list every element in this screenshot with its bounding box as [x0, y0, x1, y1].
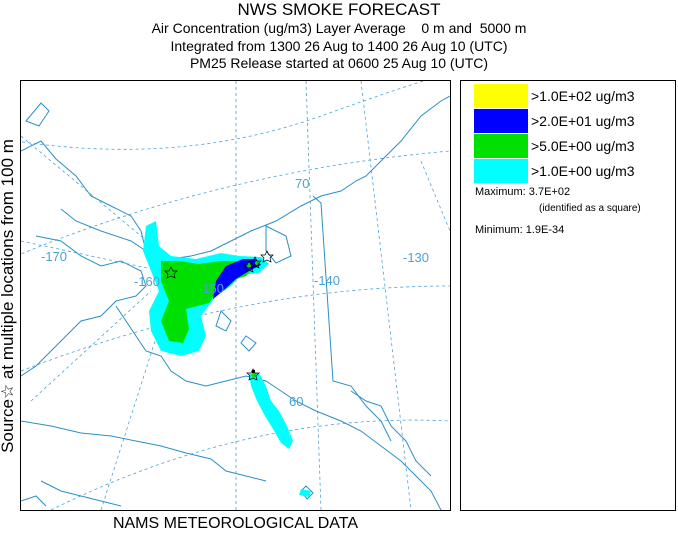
smoke-plume-main — [143, 221, 269, 356]
legend-label: >1.0E+02 ug/m3 — [531, 88, 635, 104]
source-star-icon — [242, 260, 256, 273]
lat-line — [21, 81, 425, 150]
source-star-icon — [246, 368, 260, 381]
legend-label: >2.0E+01 ug/m3 — [531, 113, 635, 129]
coastline — [21, 95, 450, 510]
lat-line — [50, 419, 450, 510]
source-side-label-text: Source☆ at multiple locations from 100 m — [0, 139, 17, 453]
map-canvas — [21, 81, 450, 510]
fire-source-markers — [164, 250, 274, 381]
lon-label-140: -140 — [314, 273, 341, 288]
maximum-square-marker — [252, 370, 255, 373]
maximum-note: (identified as a square) — [539, 203, 641, 214]
legend-swatch — [474, 134, 528, 158]
legend-label: >1.0E+00 ug/m3 — [531, 163, 635, 179]
source-star-icon — [164, 266, 178, 279]
lon-label-150: -150 — [198, 281, 225, 296]
met-data-footer: NAMS METEOROLOGICAL DATA — [112, 515, 359, 532]
forecast-title: NWS SMOKE FORECAST — [237, 0, 441, 19]
legend-item: >1.0E+00 ug/m3 — [474, 159, 674, 183]
lat-line — [21, 285, 450, 372]
lon-line — [360, 81, 412, 510]
lon-line — [305, 81, 322, 510]
legend-swatch — [474, 84, 528, 108]
legend-swatch — [474, 109, 528, 133]
maximum-value: Maximum: 3.7E+02 — [475, 186, 571, 198]
minimum-value: Minimum: 1.9E-34 — [475, 224, 565, 236]
release-info: PM25 Release started at 0600 25 Aug 10 (… — [189, 55, 489, 71]
source-side-label: Source☆ at multiple locations from 100 m — [0, 80, 18, 512]
legend-item: >2.0E+01 ug/m3 — [474, 109, 674, 133]
lat-label-60: 60 — [289, 394, 304, 409]
lat-line — [21, 150, 450, 255]
lat-label-70: 70 — [295, 176, 310, 191]
lon-line — [100, 290, 172, 510]
legend-panel: >1.0E+02 ug/m3 >2.0E+01 ug/m3 >5.0E+00 u… — [460, 80, 676, 511]
legend-item: >1.0E+02 ug/m3 — [474, 84, 674, 108]
graticule — [21, 81, 450, 510]
legend-label: >5.0E+00 ug/m3 — [531, 138, 635, 154]
source-star-icon — [248, 256, 262, 269]
legend-item: >5.0E+00 ug/m3 — [474, 134, 674, 158]
smoke-map[interactable]: -170 -160 -150 -140 -130 70 60 — [20, 80, 451, 511]
lon-label-170: -170 — [41, 249, 68, 264]
source-star-icon — [260, 250, 274, 263]
lon-line — [420, 160, 450, 232]
concentration-subtitle: Air Concentration (ug/m3) Layer Average … — [151, 20, 527, 36]
smoke-plume-south — [249, 372, 311, 497]
international-border — [312, 195, 392, 442]
integration-period: Integrated from 1300 26 Aug to 1400 26 A… — [170, 38, 508, 54]
legend-swatch — [474, 159, 528, 183]
lon-label-160: -160 — [134, 274, 161, 289]
lon-label-130: -130 — [403, 250, 430, 265]
